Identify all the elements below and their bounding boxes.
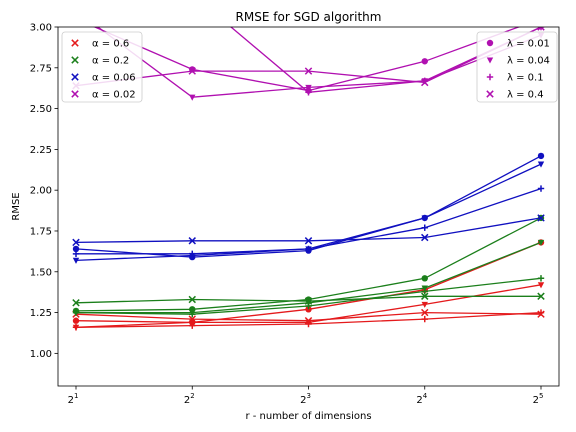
y-axis-label: RMSE	[11, 192, 22, 220]
legend-layer: α = 0.6α = 0.2α = 0.06α = 0.02λ = 0.01λ …	[61, 31, 558, 103]
x-tick-label: 22	[184, 392, 195, 406]
y-tick-label: 1.75	[30, 226, 52, 237]
data-point	[189, 250, 196, 258]
data-point	[537, 292, 545, 300]
data-point	[72, 257, 80, 264]
data-point	[421, 288, 428, 295]
data-point	[421, 315, 428, 323]
y-tick-label: 2.25	[30, 145, 52, 156]
data-point	[421, 233, 429, 242]
data-point	[421, 58, 428, 65]
x-tick-label: 21	[68, 392, 79, 406]
series-blue-plus	[72, 185, 545, 258]
legend-label: α = 0.6	[92, 39, 129, 50]
legend-marker	[486, 90, 494, 98]
data-point	[421, 215, 428, 222]
legend-label: α = 0.2	[92, 56, 129, 67]
data-point	[421, 78, 429, 87]
data-point	[189, 322, 196, 329]
x-tick-label: 23	[300, 392, 311, 406]
legend-marker	[486, 39, 494, 47]
legend-label: λ = 0.1	[507, 73, 544, 84]
legend-label: λ = 0.01	[507, 39, 550, 50]
data-point	[304, 316, 313, 325]
legend-marker	[71, 90, 79, 98]
data-point	[189, 94, 196, 101]
data-point	[188, 315, 196, 323]
y-tick-label: 1.50	[30, 267, 52, 278]
y-tick-label: 1.00	[30, 349, 52, 360]
data-point	[537, 282, 545, 289]
data-point	[537, 239, 545, 246]
legend-marker	[486, 57, 494, 64]
data-point	[72, 250, 80, 258]
data-point	[188, 295, 196, 304]
data-point	[537, 27, 545, 31]
x-tick-label: 25	[533, 392, 544, 406]
legend-box	[476, 31, 558, 103]
data-point	[304, 67, 313, 75]
data-point	[72, 324, 80, 331]
data-point	[537, 310, 545, 318]
data-point	[305, 320, 312, 328]
data-point	[305, 302, 312, 310]
data-point	[305, 84, 312, 91]
legend-label: α = 0.06	[92, 73, 136, 84]
data-point	[189, 311, 196, 318]
data-point	[72, 245, 80, 253]
data-point	[421, 301, 428, 308]
legend-marker	[71, 56, 79, 64]
data-point	[304, 237, 313, 245]
data-point	[537, 152, 545, 160]
legend-marker	[71, 39, 79, 47]
chart-title: RMSE for SGD algorithm	[236, 10, 382, 24]
y-tick-label: 1.25	[30, 308, 52, 319]
data-point	[421, 292, 429, 300]
series-green-plus	[72, 275, 545, 318]
data-point	[305, 306, 312, 313]
data-point	[421, 275, 428, 282]
data-point	[72, 299, 80, 307]
legend-box	[61, 31, 143, 103]
data-point	[304, 297, 313, 305]
data-point	[537, 185, 545, 192]
y-axis: 1.00 1.25 1.50 1.75 2.00 2.25 2.50 2.75 3.00	[30, 23, 58, 360]
data-point	[72, 309, 80, 316]
data-point	[537, 27, 545, 31]
series-green-x	[72, 292, 545, 307]
legend-top-right: λ = 0.01 λ = 0.04 λ = 0.1 λ = 0.4	[476, 31, 558, 103]
legend-marker	[486, 73, 494, 81]
data-point	[537, 275, 545, 282]
legend-label: α = 0.02	[92, 90, 136, 101]
legend-marker	[71, 73, 79, 81]
series-layer	[72, 27, 545, 331]
data-point	[72, 317, 80, 324]
y-tick-label: 2.75	[30, 63, 52, 74]
legend-label: λ = 0.4	[507, 90, 544, 101]
legend-label: λ = 0.04	[507, 56, 550, 67]
series-red-plus	[72, 309, 545, 331]
data-point	[72, 238, 80, 247]
series-blue-x	[72, 214, 545, 247]
data-point	[305, 245, 312, 253]
x-tick-label: 24	[416, 392, 427, 406]
data-point	[537, 214, 545, 222]
data-point	[305, 89, 312, 96]
x-axis: 21 22 23 24 25	[68, 386, 544, 406]
data-point	[188, 67, 196, 75]
y-tick-label: 2.50	[30, 104, 52, 115]
x-axis-label: r - number of dimensions	[245, 411, 371, 422]
legend-top-left: α = 0.6 α = 0.2 α = 0.06 α = 0.02	[61, 31, 143, 103]
data-point	[537, 161, 545, 168]
data-point	[188, 237, 196, 245]
data-point	[421, 224, 428, 231]
y-tick-label: 2.00	[30, 186, 52, 197]
y-tick-label: 3.00	[30, 23, 52, 34]
data-point	[421, 308, 429, 317]
